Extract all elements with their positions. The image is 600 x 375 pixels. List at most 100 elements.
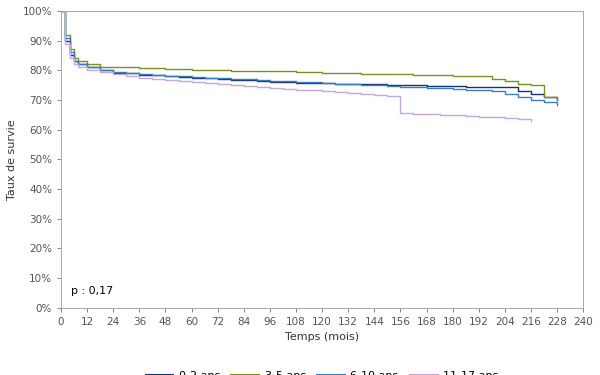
11-17 ans	[397, 111, 404, 115]
11-17 ans	[149, 76, 156, 81]
0-2 ans	[319, 81, 326, 86]
6-10 ans	[97, 68, 104, 72]
6-10 ans	[371, 83, 378, 88]
0-2 ans	[501, 85, 508, 89]
0-2 ans	[214, 77, 221, 81]
6-10 ans	[436, 86, 443, 91]
6-10 ans	[75, 62, 82, 67]
0-2 ans	[332, 81, 339, 86]
6-10 ans	[214, 76, 221, 81]
3-5 ans	[423, 73, 430, 77]
6-10 ans	[162, 74, 169, 78]
3-5 ans	[149, 66, 156, 71]
Line: 3-5 ans: 3-5 ans	[61, 11, 557, 100]
3-5 ans	[122, 65, 130, 69]
0-2 ans	[462, 84, 469, 89]
6-10 ans	[344, 82, 352, 87]
11-17 ans	[201, 81, 208, 86]
0-2 ans	[75, 62, 82, 67]
6-10 ans	[122, 71, 130, 75]
6-10 ans	[201, 75, 208, 80]
11-17 ans	[475, 114, 482, 119]
3-5 ans	[475, 74, 482, 78]
6-10 ans	[332, 81, 339, 86]
0-2 ans	[227, 78, 235, 82]
3-5 ans	[553, 98, 560, 102]
0-2 ans	[122, 71, 130, 75]
3-5 ans	[358, 71, 365, 76]
0-2 ans	[527, 92, 535, 96]
11-17 ans	[488, 115, 496, 119]
3-5 ans	[305, 70, 313, 75]
3-5 ans	[162, 67, 169, 71]
0-2 ans	[384, 82, 391, 87]
6-10 ans	[292, 80, 299, 84]
6-10 ans	[175, 74, 182, 79]
3-5 ans	[214, 68, 221, 72]
Legend: 0-2 ans, 3-5 ans, 6-10 ans, 11-17 ans: 0-2 ans, 3-5 ans, 6-10 ans, 11-17 ans	[141, 366, 503, 375]
6-10 ans	[488, 88, 496, 93]
11-17 ans	[122, 74, 130, 78]
6-10 ans	[475, 88, 482, 92]
11-17 ans	[410, 111, 417, 116]
0-2 ans	[162, 74, 169, 78]
11-17 ans	[162, 78, 169, 82]
11-17 ans	[66, 56, 73, 61]
3-5 ans	[253, 69, 260, 74]
0-2 ans	[136, 72, 143, 77]
11-17 ans	[110, 72, 117, 76]
6-10 ans	[527, 98, 535, 102]
3-5 ans	[371, 72, 378, 76]
0-2 ans	[305, 81, 313, 85]
0-2 ans	[475, 84, 482, 89]
0-2 ans	[436, 84, 443, 88]
6-10 ans	[149, 73, 156, 77]
6-10 ans	[410, 85, 417, 89]
3-5 ans	[70, 56, 77, 61]
3-5 ans	[384, 72, 391, 76]
11-17 ans	[214, 82, 221, 87]
0-2 ans	[280, 80, 287, 84]
11-17 ans	[501, 116, 508, 120]
6-10 ans	[384, 84, 391, 88]
0-2 ans	[70, 59, 77, 64]
6-10 ans	[449, 87, 456, 91]
6-10 ans	[227, 76, 235, 81]
6-10 ans	[83, 65, 91, 69]
6-10 ans	[70, 59, 77, 64]
Line: 11-17 ans: 11-17 ans	[61, 11, 531, 121]
Line: 6-10 ans: 6-10 ans	[61, 11, 557, 105]
3-5 ans	[175, 67, 182, 72]
11-17 ans	[358, 92, 365, 96]
6-10 ans	[423, 86, 430, 90]
6-10 ans	[541, 100, 548, 105]
0-2 ans	[541, 95, 548, 99]
6-10 ans	[62, 35, 69, 40]
11-17 ans	[280, 86, 287, 91]
3-5 ans	[527, 83, 535, 87]
3-5 ans	[280, 69, 287, 74]
3-5 ans	[462, 74, 469, 78]
3-5 ans	[292, 69, 299, 74]
6-10 ans	[240, 77, 247, 82]
11-17 ans	[514, 117, 521, 122]
3-5 ans	[227, 68, 235, 73]
0-2 ans	[292, 81, 299, 85]
11-17 ans	[175, 79, 182, 84]
11-17 ans	[266, 86, 274, 90]
11-17 ans	[449, 113, 456, 118]
0-2 ans	[397, 83, 404, 87]
0-2 ans	[344, 82, 352, 86]
11-17 ans	[97, 70, 104, 75]
3-5 ans	[501, 78, 508, 83]
3-5 ans	[541, 95, 548, 99]
11-17 ans	[70, 62, 77, 67]
0-2 ans	[240, 78, 247, 82]
3-5 ans	[201, 68, 208, 72]
6-10 ans	[305, 80, 313, 85]
11-17 ans	[527, 119, 535, 123]
11-17 ans	[371, 93, 378, 97]
0-2 ans	[488, 85, 496, 89]
6-10 ans	[110, 69, 117, 74]
11-17 ans	[319, 89, 326, 93]
